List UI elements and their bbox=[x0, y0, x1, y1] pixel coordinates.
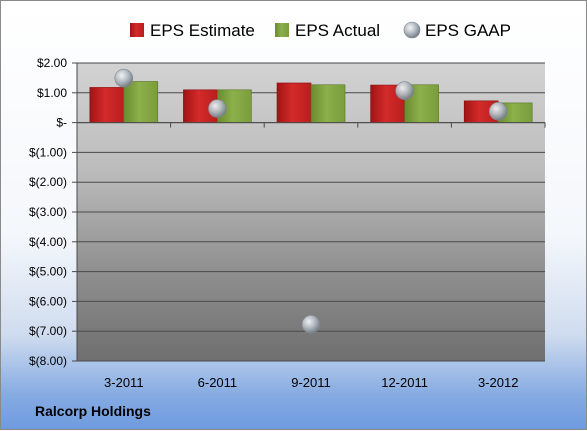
y-tick-label: $2.00 bbox=[37, 56, 67, 70]
y-tick-label: $(2.00) bbox=[29, 175, 67, 189]
y-tick-label: $(4.00) bbox=[29, 235, 67, 249]
legend-estimate-swatch bbox=[130, 23, 144, 37]
y-tick-label: $- bbox=[56, 116, 67, 130]
bar-eps-actual bbox=[310, 84, 346, 123]
legend-estimate-label: EPS Estimate bbox=[150, 21, 255, 40]
x-tick-label: 9-2011 bbox=[291, 375, 331, 390]
x-tick-label: 3-2011 bbox=[104, 375, 144, 390]
y-tick-label: $(3.00) bbox=[29, 205, 67, 219]
x-tick-label: 6-2011 bbox=[198, 375, 238, 390]
legend-gaap-swatch bbox=[403, 21, 421, 39]
y-tick-label: $(1.00) bbox=[29, 145, 67, 159]
legend-actual-label: EPS Actual bbox=[295, 21, 380, 40]
x-tick-label: 3-2012 bbox=[478, 375, 518, 390]
marker-eps-gaap bbox=[208, 99, 227, 118]
bar-eps-estimate bbox=[89, 87, 125, 123]
marker-eps-gaap bbox=[114, 68, 134, 88]
bar-eps-actual bbox=[123, 81, 159, 123]
y-tick-label: $1.00 bbox=[37, 86, 67, 100]
bar-eps-estimate bbox=[276, 82, 312, 123]
y-tick-label: $(5.00) bbox=[29, 265, 67, 279]
marker-eps-gaap bbox=[301, 315, 321, 334]
y-tick-label: $(6.00) bbox=[29, 294, 67, 308]
y-tick-label: $(8.00) bbox=[29, 354, 67, 368]
marker-eps-gaap bbox=[395, 81, 414, 101]
company-name: Ralcorp Holdings bbox=[35, 403, 151, 419]
marker-eps-gaap bbox=[488, 101, 508, 121]
legend-gaap-label: EPS GAAP bbox=[425, 21, 511, 40]
legend-actual-swatch bbox=[275, 23, 289, 37]
x-tick-label: 12-2011 bbox=[381, 375, 428, 390]
y-tick-label: $(7.00) bbox=[29, 324, 67, 338]
